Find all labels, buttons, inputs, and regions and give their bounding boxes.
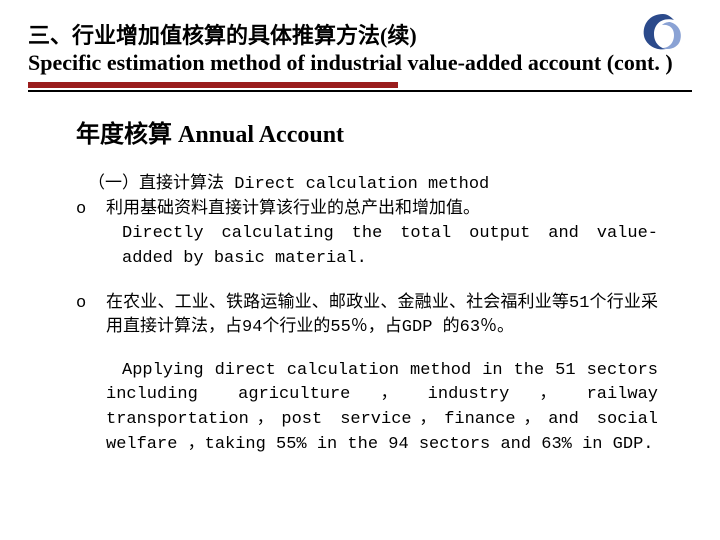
title-chinese: 三、行业增加值核算的具体推算方法(续) [28, 18, 692, 50]
slide: 三、行业增加值核算的具体推算方法(续) Specific estimation … [0, 0, 720, 540]
section1-heading: （一）直接计算法 Direct calculation method [76, 173, 658, 198]
spacer [76, 341, 658, 359]
section2-en: Applying direct calculation method in th… [76, 359, 658, 458]
section1-bullet-row: o 利用基础资料直接计算该行业的总产出和增加值。 [76, 198, 658, 223]
section2-bullet-cn: 在农业、工业、铁路运输业、邮政业、金融业、社会福利业等51个行业采用直接计算法，… [106, 292, 658, 341]
title-english: Specific estimation method of industrial… [28, 50, 692, 76]
section2-bullet-row: o 在农业、工业、铁路运输业、邮政业、金融业、社会福利业等51个行业采用直接计算… [76, 292, 658, 341]
section1-en: Directly calculating the total output an… [76, 222, 658, 271]
subtitle: 年度核算 Annual Account [76, 114, 658, 149]
bullet-icon: o [76, 292, 106, 317]
divider-thick [28, 82, 398, 88]
title-block: 三、行业增加值核算的具体推算方法(续) Specific estimation … [28, 18, 692, 76]
spacer [76, 272, 658, 292]
divider-thin [28, 90, 692, 92]
divider-rule [28, 82, 692, 96]
bullet-icon: o [76, 198, 106, 223]
section1-bullet-cn: 利用基础资料直接计算该行业的总产出和增加值。 [106, 198, 658, 223]
body: 年度核算 Annual Account （一）直接计算法 Direct calc… [28, 96, 692, 457]
